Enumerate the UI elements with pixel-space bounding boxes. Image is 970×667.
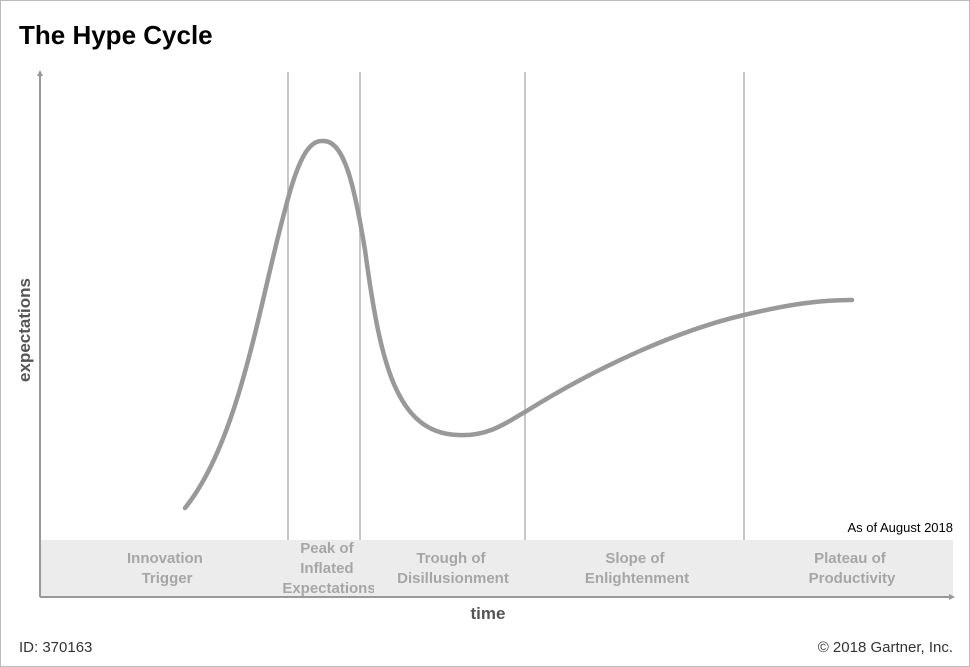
phase-line: Expectations (282, 580, 375, 597)
phase-band (40, 540, 953, 597)
phase-label: Plateau of Productivity (809, 550, 896, 587)
phase-line: Inflated (300, 560, 353, 577)
phase-line: Plateau of (814, 550, 887, 567)
phase-line: Peak of (300, 540, 354, 557)
phase-line: Productivity (809, 570, 896, 587)
phase-line: Enlightenment (585, 570, 689, 587)
phase-line: Innovation (127, 550, 203, 567)
phase-line: Disillusionment (397, 570, 509, 587)
phase-label: Slope of Enlightenment (585, 550, 689, 587)
document-id: ID: 370163 (19, 639, 92, 656)
hype-curve (182, 138, 855, 511)
phase-label: Innovation Trigger (127, 550, 207, 587)
title: The Hype Cycle (19, 20, 213, 50)
phase-line: Slope of (605, 550, 665, 567)
phase-line: Trough of (416, 550, 486, 567)
as-of-note: As of August 2018 (847, 520, 953, 535)
x-axis-label: time (471, 604, 506, 623)
y-axis-label: expectations (15, 278, 34, 382)
phase-label: Peak of Inflated Expectations (282, 540, 375, 597)
copyright: © 2018 Gartner, Inc. (818, 639, 953, 656)
phase-label: Trough of Disillusionment (397, 550, 509, 587)
phase-line: Trigger (142, 570, 193, 587)
